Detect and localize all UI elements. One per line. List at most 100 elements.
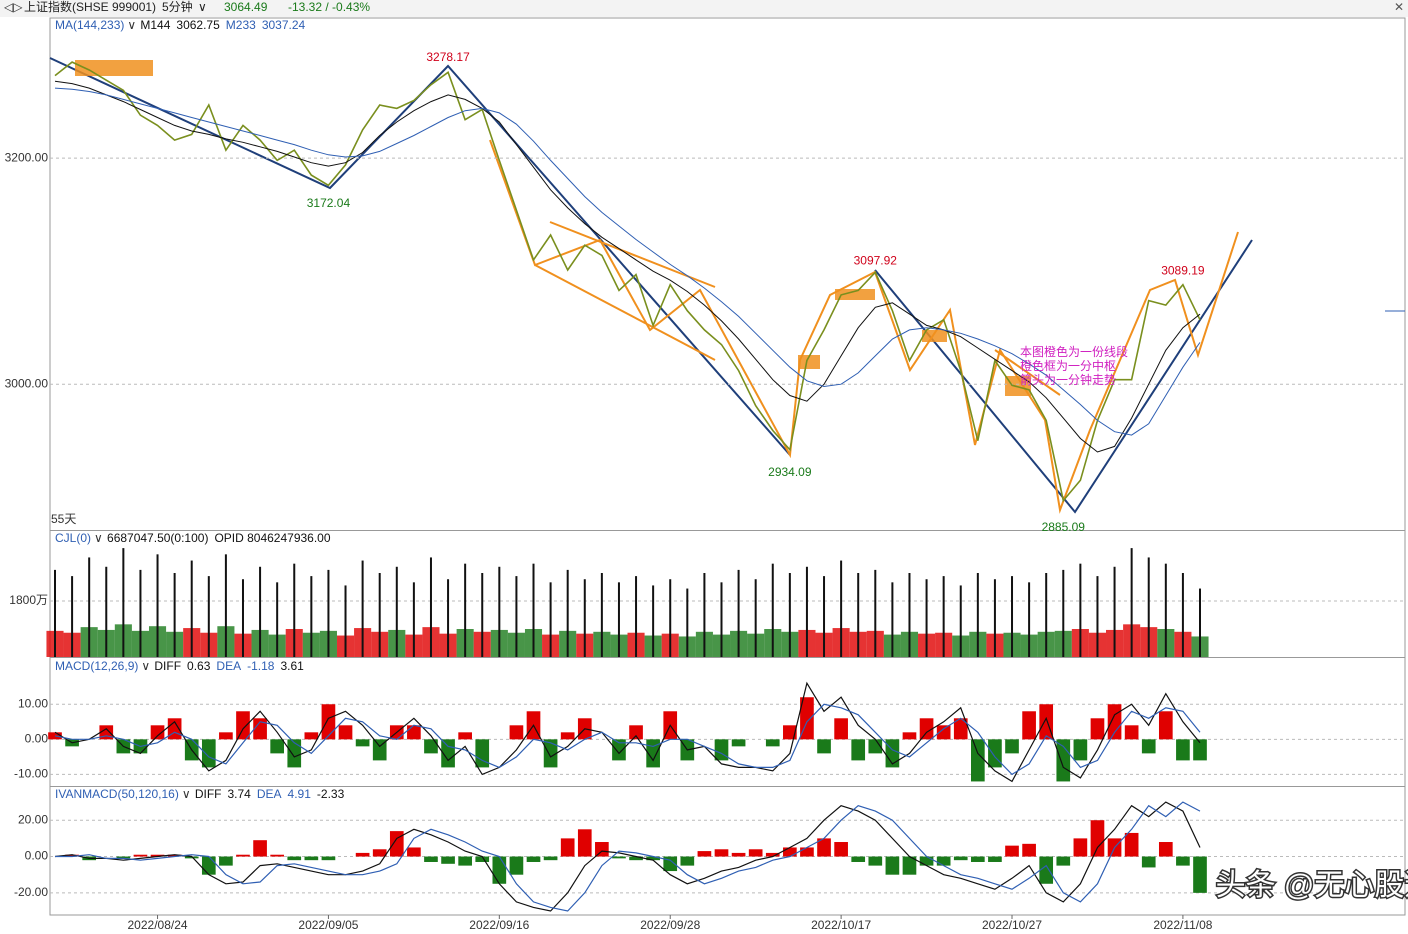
legend-value: -2.33 bbox=[317, 787, 345, 801]
histogram-bar bbox=[270, 854, 284, 857]
volume-bar bbox=[1181, 573, 1184, 657]
histogram-bar bbox=[868, 739, 883, 754]
period-dropdown[interactable]: ∨ bbox=[198, 0, 207, 14]
indicator-dropdown: ∨ bbox=[127, 18, 136, 32]
histogram-bar bbox=[1176, 739, 1190, 761]
histogram-bar bbox=[765, 739, 780, 747]
pivot-box bbox=[922, 330, 947, 342]
volume-bar bbox=[942, 576, 945, 657]
histogram-bar bbox=[817, 739, 831, 754]
histogram-bar bbox=[851, 856, 866, 862]
ma-line bbox=[54, 80, 1201, 453]
histogram-bar bbox=[783, 847, 797, 857]
extreme-label: 3097.92 bbox=[854, 254, 898, 268]
indicator-name[interactable]: CJL(0) bbox=[55, 531, 91, 545]
histogram-bar bbox=[543, 739, 558, 768]
histogram-bar bbox=[65, 854, 79, 857]
histogram-bar bbox=[526, 856, 541, 862]
histogram-bar bbox=[253, 840, 267, 857]
histogram-bar bbox=[1039, 704, 1054, 740]
histogram-bar bbox=[1039, 856, 1054, 884]
volume-bar bbox=[1011, 576, 1014, 657]
histogram-bar bbox=[270, 739, 284, 754]
histogram-bar bbox=[321, 704, 336, 740]
indicator-dropdown: ∨ bbox=[94, 531, 103, 545]
histogram-bar bbox=[1005, 739, 1019, 754]
extreme-label: 3089.19 bbox=[1161, 264, 1205, 278]
volume-bar bbox=[276, 582, 279, 657]
histogram-bar bbox=[595, 842, 609, 857]
histogram-bar bbox=[150, 854, 165, 857]
extreme-label: 2885.09 bbox=[1042, 520, 1086, 534]
histogram-bar bbox=[1056, 856, 1071, 866]
ma-line bbox=[54, 87, 1201, 436]
volume-bar bbox=[993, 579, 996, 657]
histogram-bar bbox=[714, 739, 729, 761]
histogram-bar bbox=[458, 732, 472, 740]
histogram-bar bbox=[902, 732, 917, 740]
close-button[interactable]: ✕ bbox=[1394, 0, 1404, 14]
histogram-bar bbox=[817, 838, 831, 857]
indicator-name[interactable]: MA(144,233) bbox=[55, 18, 124, 32]
histogram-bar bbox=[475, 739, 490, 768]
y-tick-label: 1800万 bbox=[9, 593, 48, 607]
volume-bar bbox=[498, 566, 501, 657]
histogram-bar bbox=[543, 856, 558, 861]
volume-bar bbox=[891, 582, 894, 657]
histogram-bar bbox=[612, 856, 626, 859]
histogram-bar bbox=[1141, 739, 1156, 754]
histogram-bar bbox=[1073, 838, 1088, 857]
histogram-bar bbox=[321, 856, 336, 861]
trend-lines bbox=[49, 57, 1253, 514]
indicator-name[interactable]: MACD(12,26,9) bbox=[55, 659, 138, 673]
volume-bar bbox=[54, 569, 56, 657]
x-tick-label: 2022/10/27 bbox=[982, 918, 1042, 932]
note: 本图橙色为一份线段 bbox=[1020, 344, 1128, 359]
histogram-bar bbox=[1005, 845, 1019, 857]
histogram-bar bbox=[919, 856, 934, 866]
histogram-bar bbox=[1124, 832, 1139, 857]
histogram-bar bbox=[783, 725, 797, 740]
histogram-bar bbox=[441, 739, 455, 768]
volume-bar bbox=[190, 560, 193, 657]
histogram-bar bbox=[424, 856, 438, 862]
histogram-bar bbox=[834, 718, 848, 740]
volume-bar bbox=[105, 566, 108, 657]
volume-bar bbox=[241, 579, 244, 657]
histogram-bar bbox=[953, 718, 968, 740]
volume-bar bbox=[327, 569, 330, 657]
histogram-bar bbox=[988, 856, 1002, 862]
histogram-bar bbox=[560, 838, 575, 857]
volume-bar bbox=[976, 573, 979, 657]
histogram-bar bbox=[99, 725, 114, 740]
indicator-line bbox=[55, 801, 1201, 912]
histogram-bar bbox=[355, 739, 370, 747]
volume-bar bbox=[71, 576, 74, 657]
histogram-bar bbox=[885, 856, 900, 875]
volume-bar bbox=[156, 554, 159, 657]
legend-name: DIFF bbox=[154, 659, 181, 673]
volume-bar bbox=[224, 554, 227, 657]
volume-bar bbox=[293, 563, 296, 657]
volume-bar bbox=[771, 563, 774, 657]
indicator-line bbox=[54, 801, 1201, 912]
histogram-bar bbox=[1090, 820, 1105, 857]
trend-line bbox=[874, 239, 1253, 514]
period[interactable]: 5分钟 bbox=[162, 0, 193, 14]
volume-bar bbox=[310, 576, 313, 657]
symbol: 上证指数(SHSE 999001) bbox=[24, 0, 156, 14]
histogram-bar bbox=[236, 854, 250, 857]
histogram-bar bbox=[919, 718, 934, 740]
indicator-name[interactable]: IVANMACD(50,120,16) bbox=[55, 787, 179, 801]
histogram-bar bbox=[458, 856, 472, 866]
nav-icon[interactable]: ◁▷ bbox=[3, 0, 23, 14]
histogram-bar bbox=[133, 854, 148, 857]
volume-bar bbox=[805, 566, 808, 657]
volume-bar bbox=[464, 563, 467, 657]
histogram-bar bbox=[629, 725, 643, 740]
histogram-bar bbox=[1193, 739, 1207, 761]
histogram-bar bbox=[680, 856, 695, 866]
last-price: 3064.49 bbox=[224, 0, 268, 14]
y-tick-label: -10.00 bbox=[14, 767, 48, 781]
histogram-bar bbox=[287, 856, 302, 861]
